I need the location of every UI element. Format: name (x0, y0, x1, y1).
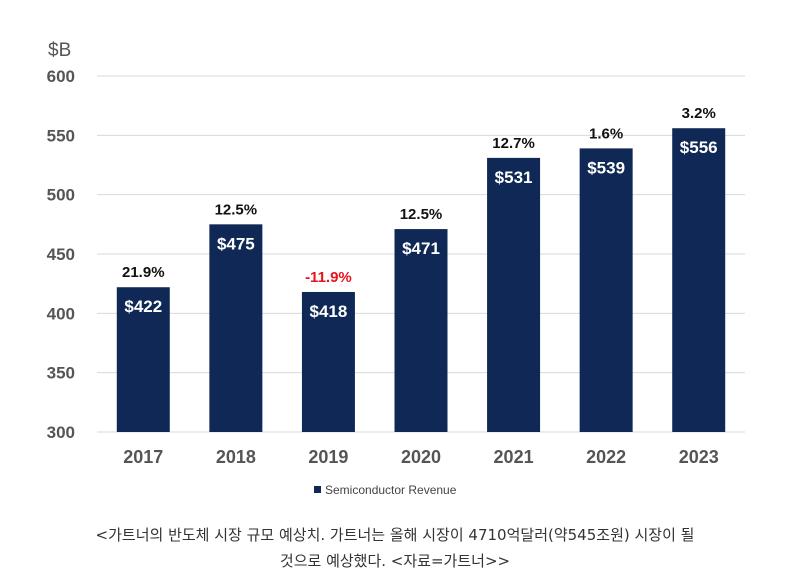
x-tick-label: 2017 (123, 447, 163, 467)
bar-value-label: $539 (587, 158, 625, 177)
caption: <가트너의 반도체 시장 규모 예상치. 가트너는 올해 시장이 4710억달러… (0, 522, 790, 574)
y-tick-label: 550 (47, 126, 75, 145)
bar (116, 287, 170, 432)
y-axis-label: $B (48, 40, 71, 61)
growth-label: 21.9% (122, 264, 165, 281)
x-tick-label: 2022 (586, 447, 626, 467)
bar-value-label: $556 (680, 138, 718, 157)
bar-value-label: $475 (217, 234, 255, 253)
bar (672, 128, 726, 433)
legend-label: Semiconductor Revenue (325, 483, 457, 497)
bar-value-label: $531 (495, 168, 533, 187)
bar (394, 229, 448, 432)
growth-label: 12.7% (492, 135, 535, 152)
x-tick-label: 2020 (401, 447, 441, 467)
y-tick-label: 450 (47, 245, 75, 264)
bar-value-label: $418 (310, 302, 348, 321)
y-tick-label: 300 (47, 423, 75, 442)
growth-label: 12.5% (215, 201, 258, 218)
growth-label: 1.6% (589, 125, 623, 142)
x-tick-label: 2023 (679, 447, 719, 467)
growth-label: 12.5% (400, 206, 443, 223)
bar-chart: $B 300 350 400 450 500 550 600 $422 21.9% $475 12… (47, 40, 745, 497)
legend-swatch (314, 486, 321, 493)
y-tick-label: 350 (47, 364, 75, 383)
caption-line-2: 것으로 예상했다. <자료=가트너>> (279, 552, 511, 570)
bar (487, 157, 541, 432)
x-axis-ticks: 2017 2018 2019 2020 2021 2022 2023 (123, 447, 718, 467)
y-tick-label: 400 (47, 304, 75, 323)
x-tick-label: 2018 (216, 447, 256, 467)
y-tick-label: 600 (47, 67, 75, 86)
bar-value-label: $422 (124, 297, 162, 316)
bar (209, 224, 263, 432)
caption-line-1: <가트너의 반도체 시장 규모 예상치. 가트너는 올해 시장이 4710억달러… (95, 526, 695, 544)
y-axis-ticks: 300 350 400 450 500 550 600 (47, 67, 75, 442)
x-tick-label: 2021 (494, 447, 534, 467)
bar (579, 148, 633, 433)
legend: Semiconductor Revenue (314, 483, 457, 497)
bar-value-label: $471 (402, 239, 440, 258)
bars: $422 21.9% $475 12.5% $418 -11.9% $471 12.5% $53… (116, 105, 726, 433)
growth-label: 3.2% (682, 105, 716, 122)
y-tick-label: 500 (47, 186, 75, 205)
bar (301, 291, 355, 432)
growth-label: -11.9% (305, 269, 352, 286)
x-tick-label: 2019 (308, 447, 348, 467)
